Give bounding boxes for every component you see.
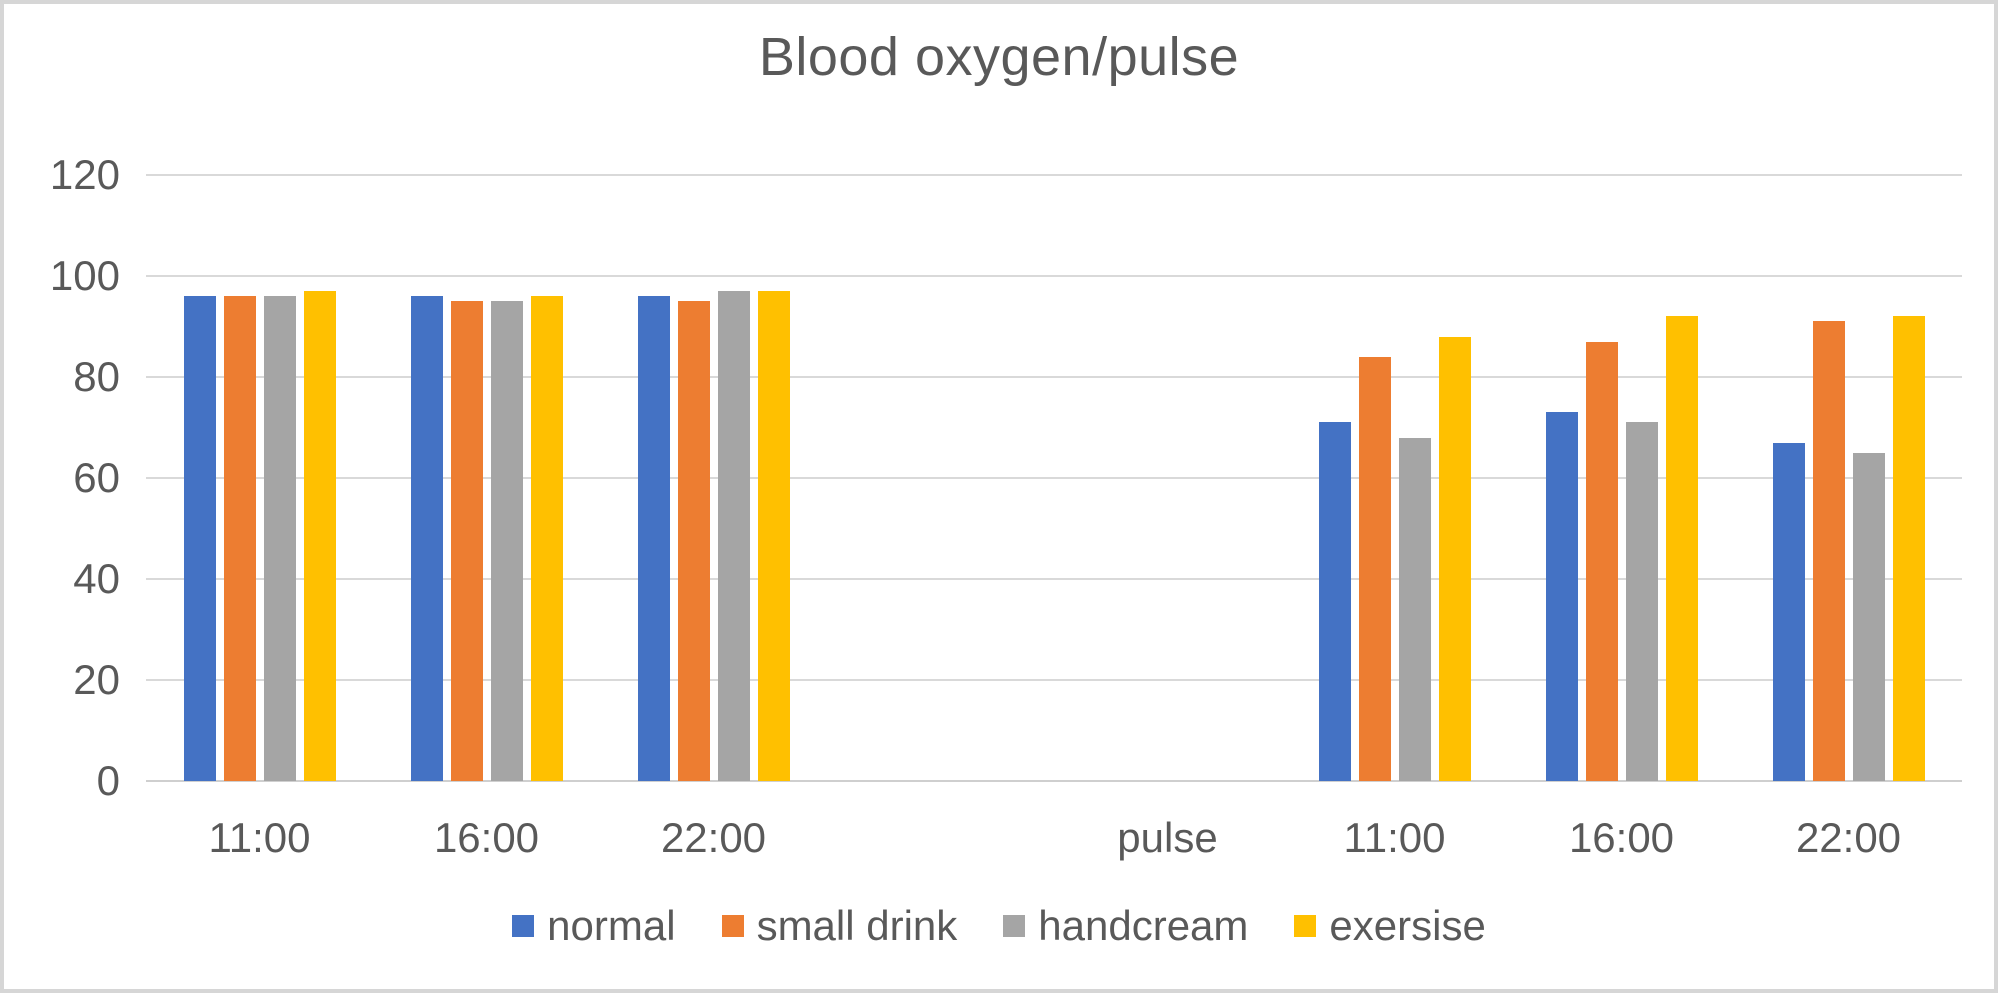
gridline-100 [146, 275, 1962, 277]
legend-swatch-exersise [1294, 915, 1317, 937]
category-slot-2200 [1735, 175, 1962, 781]
category-slot-pulse [1054, 175, 1281, 781]
bar-exersise-6 [1665, 316, 1698, 781]
legend-swatch-small-drink [721, 915, 744, 937]
bar-exersise-1 [530, 296, 563, 781]
bar-handcream-7 [1852, 452, 1885, 781]
x-label-pulse: pulse [1117, 814, 1218, 861]
legend-label-small-drink: small drink [756, 902, 958, 949]
bar-small-drink-6 [1585, 341, 1618, 781]
category-slot-1600 [1508, 175, 1735, 781]
category-slot-1100 [1281, 175, 1508, 781]
x-label-empty [827, 814, 1054, 862]
plot-area: 0 20 40 60 80 100 120 [50, 151, 1962, 804]
bar-small-drink-7 [1812, 321, 1845, 781]
x-axis-labels: 11:00 16:00 22:00 pulse 11:00 16:00 22:00 [146, 814, 1962, 862]
bar-small-drink-1 [450, 301, 483, 781]
bar-handcream-1 [490, 301, 523, 781]
bar-slots [146, 175, 1962, 781]
gridline-80 [146, 376, 1962, 379]
gridline-0 [146, 780, 1962, 782]
bar-exersise-2 [757, 291, 790, 781]
legend-swatch-normal [512, 915, 535, 937]
legend-label-handcream: handcream [1038, 902, 1249, 949]
y-tick-label-100: 100 [49, 252, 120, 299]
bar-normal-5 [1318, 422, 1351, 781]
y-tick-label-0: 0 [96, 757, 120, 804]
gridline-120 [146, 174, 1962, 176]
category-slot-empty [827, 175, 1054, 781]
y-tick-label-120: 120 [49, 151, 120, 198]
bar-normal-7 [1772, 442, 1805, 781]
category-slot-2200 [600, 175, 827, 781]
category-slot-1600 [373, 175, 600, 781]
bar-small-drink-0 [223, 296, 256, 781]
y-tick-label-40: 40 [73, 555, 120, 602]
bar-normal-6 [1545, 412, 1578, 781]
x-label-2200: 22:00 [1795, 814, 1902, 861]
bar-exersise-0 [303, 291, 336, 781]
legend-item-handcream: handcream [1003, 902, 1248, 950]
category-slot-1100 [146, 175, 373, 781]
y-tick-label-20: 20 [73, 656, 120, 703]
gridline-60 [146, 477, 1962, 479]
x-label-1600: 16:00 [1568, 814, 1675, 861]
y-tick-label-80: 80 [73, 353, 120, 400]
legend: normal small drink handcream exersise [4, 902, 1994, 950]
legend-label-normal: normal [547, 902, 676, 949]
bar-handcream-0 [263, 296, 296, 781]
y-tick-label-60: 60 [73, 454, 120, 501]
bar-small-drink-2 [677, 301, 710, 781]
bar-small-drink-5 [1358, 356, 1391, 781]
legend-swatch-handcream [1003, 915, 1026, 937]
x-label-1600: 16:00 [433, 814, 540, 861]
x-label-1100: 11:00 [208, 814, 311, 861]
legend-item-small-drink: small drink [721, 902, 958, 950]
bar-handcream-6 [1625, 422, 1658, 781]
legend-item-exersise: exersise [1294, 902, 1486, 950]
legend-label-exersise: exersise [1329, 902, 1486, 949]
bar-exersise-7 [1892, 316, 1925, 781]
bar-exersise-5 [1438, 336, 1471, 781]
gridline-20 [146, 679, 1962, 682]
x-label-1100: 11:00 [1343, 814, 1446, 861]
bar-normal-0 [183, 296, 216, 781]
legend-item-normal: normal [512, 902, 676, 950]
gridline-40 [146, 578, 1962, 581]
bar-normal-2 [637, 296, 670, 781]
bar-normal-1 [410, 296, 443, 781]
chart-title: Blood oxygen/pulse [758, 27, 1240, 87]
bar-handcream-2 [717, 291, 750, 781]
bar-handcream-5 [1398, 437, 1431, 781]
x-label-2200: 22:00 [660, 814, 767, 861]
